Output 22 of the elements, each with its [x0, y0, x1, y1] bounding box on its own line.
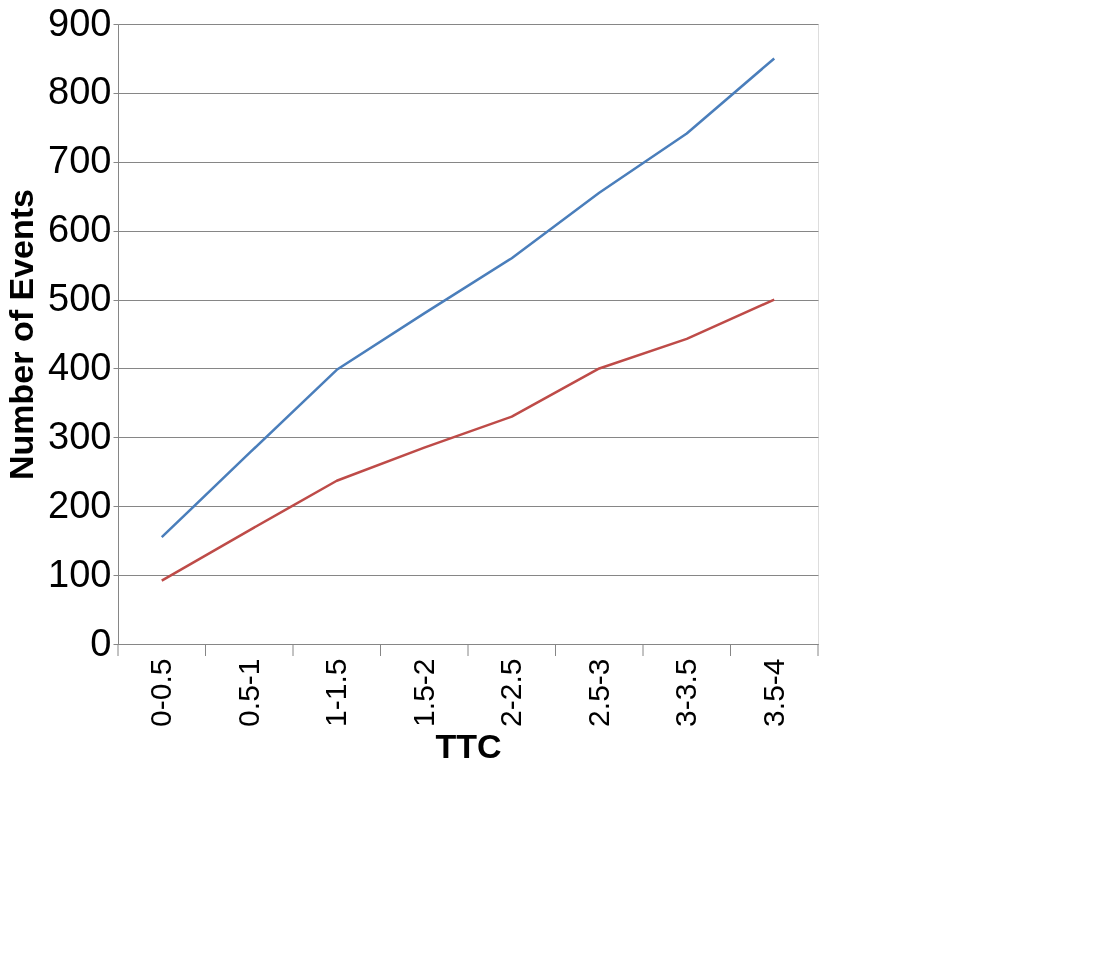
x-tick-label: 3-3.5: [669, 658, 703, 727]
y-tick-label: 900: [48, 1, 112, 44]
x-tick-label: 0-0.5: [144, 658, 178, 727]
y-tick-label: 500: [48, 277, 112, 320]
y-tick-label: 700: [48, 139, 112, 182]
y-tick-label: 100: [48, 552, 112, 595]
x-axis-title: TTC: [435, 726, 502, 765]
line-series: [160, 57, 776, 539]
y-tick-label: 800: [48, 70, 112, 113]
x-tick-label: 0.5-1: [231, 658, 265, 727]
y-tick-label: 400: [48, 345, 112, 388]
y-tick-label: 200: [48, 483, 112, 526]
x-tick-label: 2-2.5: [494, 658, 528, 727]
y-tick-label: 0: [90, 621, 112, 664]
x-tick-label: 1.5-2: [406, 658, 440, 727]
x-tick-label: 1-1.5: [319, 658, 353, 727]
line-series: [160, 298, 776, 582]
x-tick-label: 3.5-4: [756, 658, 790, 727]
x-tick-label: 2.5-3: [581, 658, 615, 727]
y-tick-label: 600: [48, 208, 112, 251]
y-axis-title: Number of Events: [2, 189, 41, 480]
y-tick-label: 300: [48, 414, 112, 457]
